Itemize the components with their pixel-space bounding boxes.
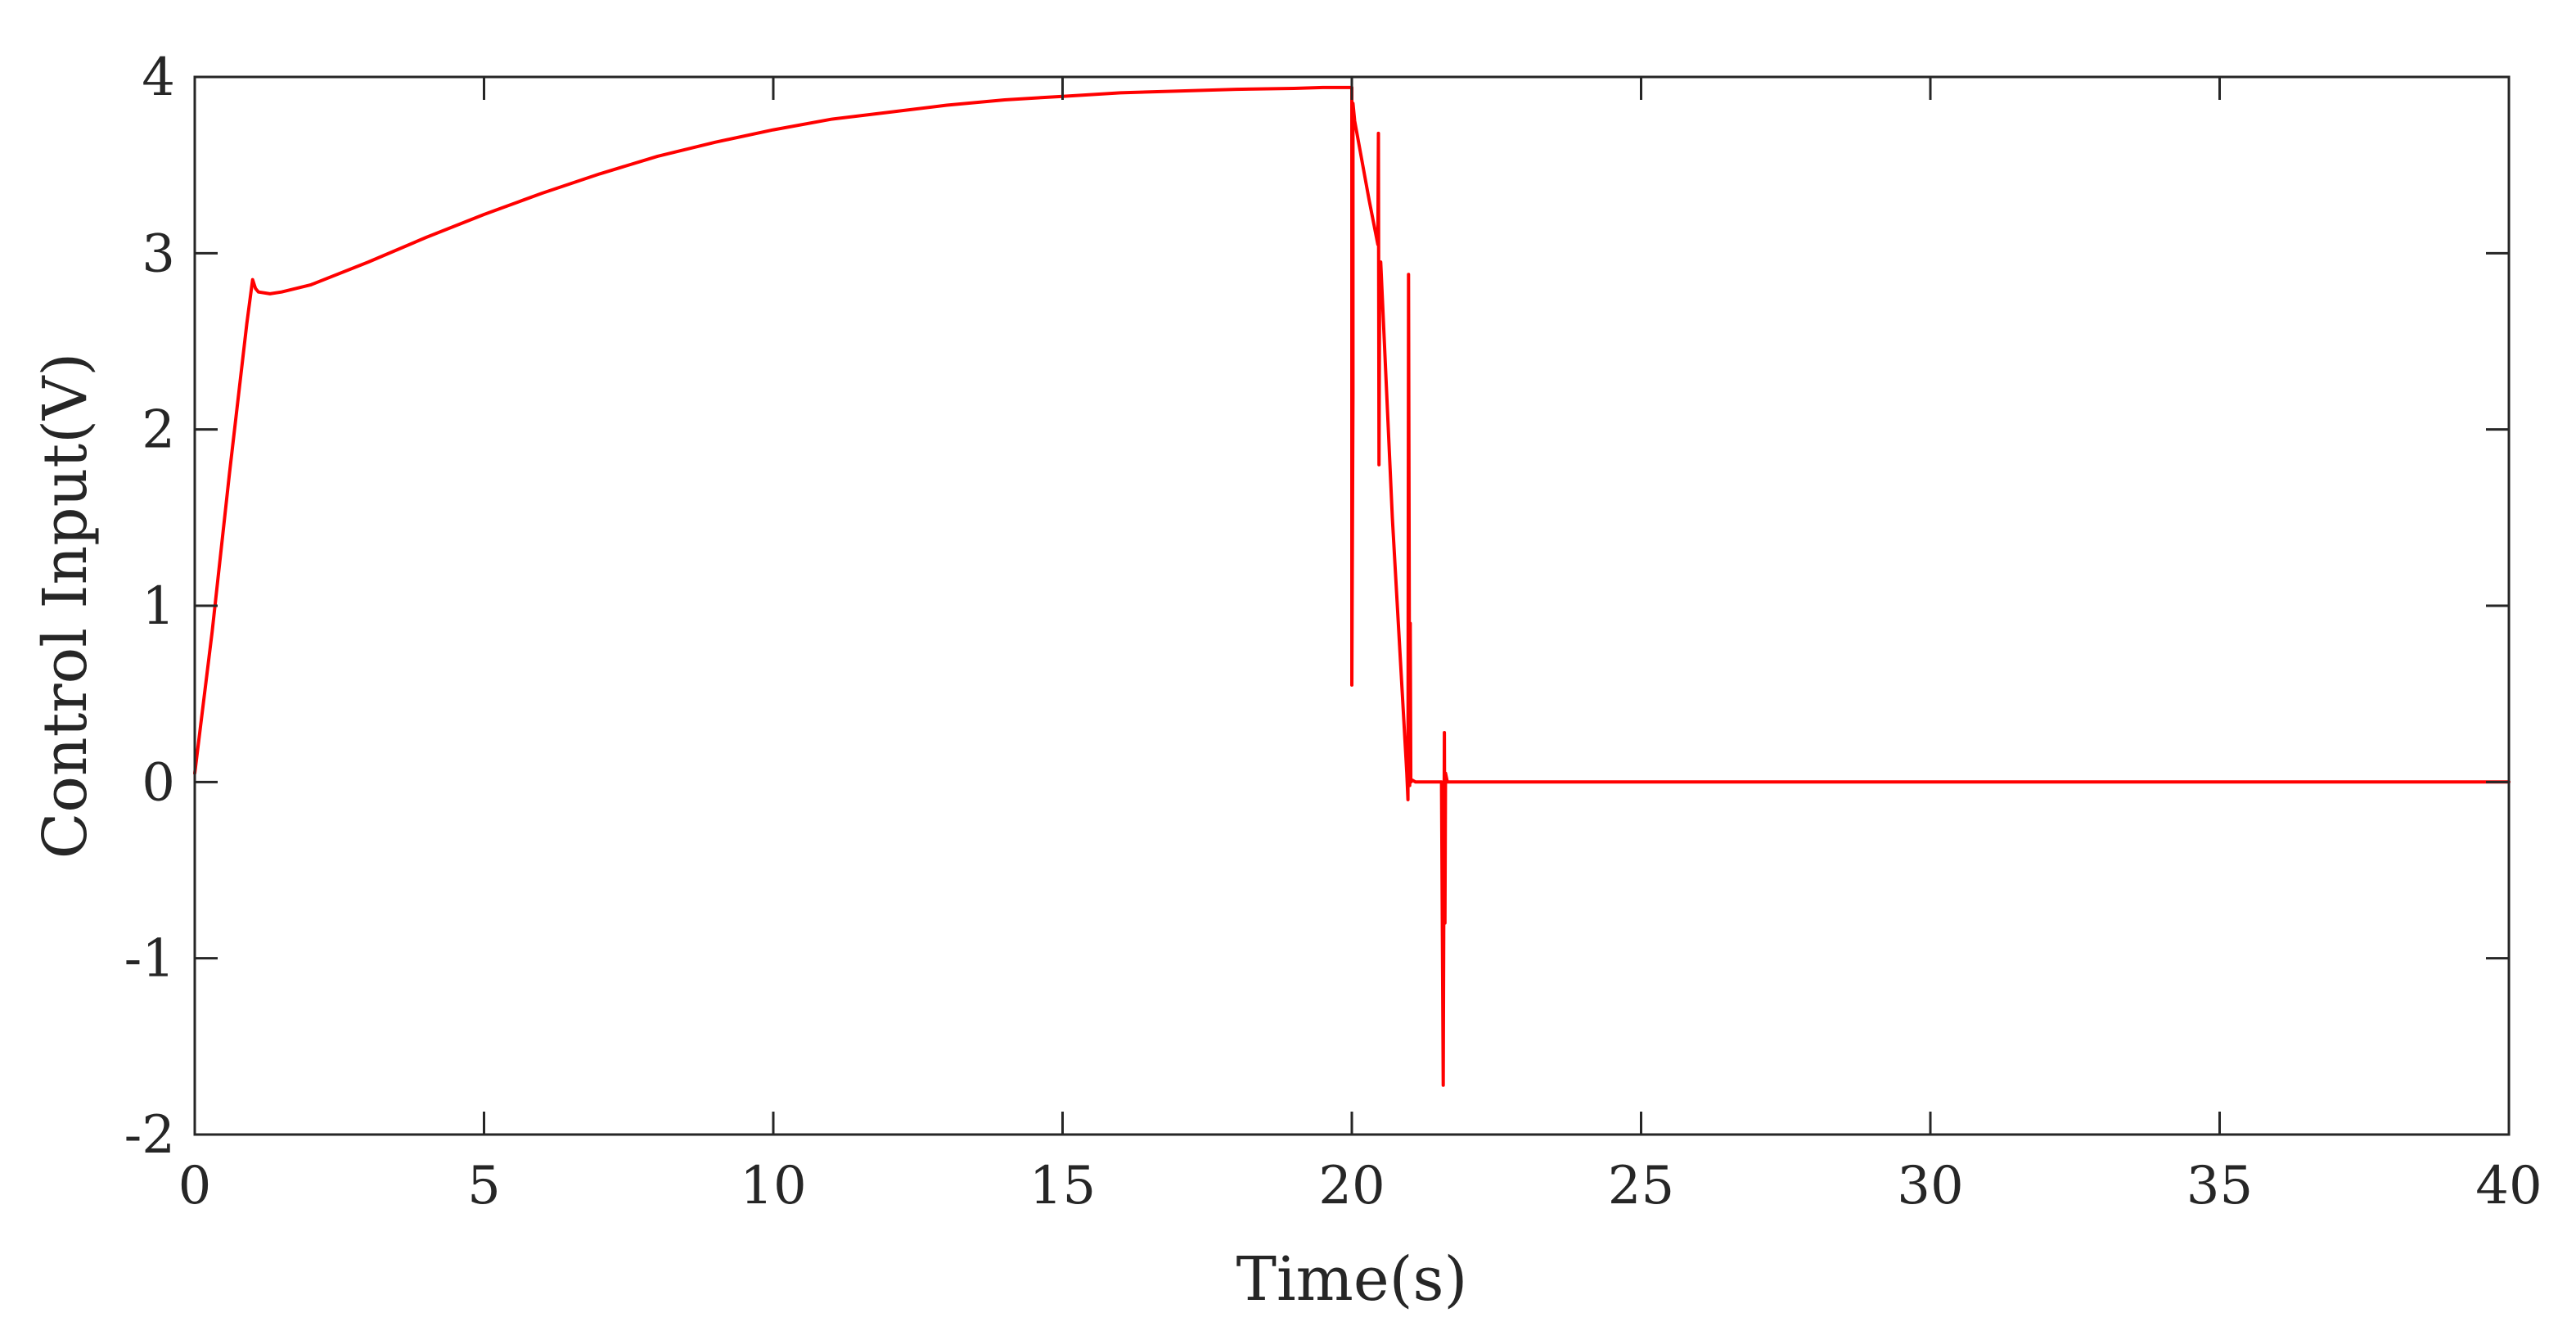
y-axis-title: Control Input(V) bbox=[30, 353, 101, 859]
x-tick-label: 20 bbox=[1318, 1156, 1385, 1216]
y-tick-label: 1 bbox=[142, 576, 175, 637]
x-axis-title: Time(s) bbox=[1236, 1244, 1468, 1315]
x-tick-label: 15 bbox=[1029, 1156, 1096, 1216]
x-axis: 0 5 10 15 20 25 30 35 40 bbox=[178, 77, 2542, 1216]
y-tick-label: -2 bbox=[124, 1105, 175, 1166]
y-axis: -2 -1 0 1 2 3 4 bbox=[124, 47, 2509, 1166]
x-tick-label: 0 bbox=[178, 1156, 212, 1216]
x-tick-label: 25 bbox=[1608, 1156, 1674, 1216]
y-tick-label: 4 bbox=[142, 47, 175, 108]
x-tick-label: 35 bbox=[2186, 1156, 2253, 1216]
x-tick-label: 30 bbox=[1897, 1156, 1963, 1216]
y-tick-label: 3 bbox=[142, 223, 175, 284]
y-tick-label: 0 bbox=[142, 752, 175, 813]
x-tick-label: 5 bbox=[467, 1156, 501, 1216]
series-line bbox=[193, 85, 2511, 1087]
x-tick-label: 40 bbox=[2475, 1156, 2542, 1216]
y-tick-label: 2 bbox=[142, 400, 175, 461]
y-tick-label: -1 bbox=[124, 929, 175, 990]
plot-area bbox=[193, 85, 2511, 1087]
x-tick-label: 10 bbox=[740, 1156, 806, 1216]
